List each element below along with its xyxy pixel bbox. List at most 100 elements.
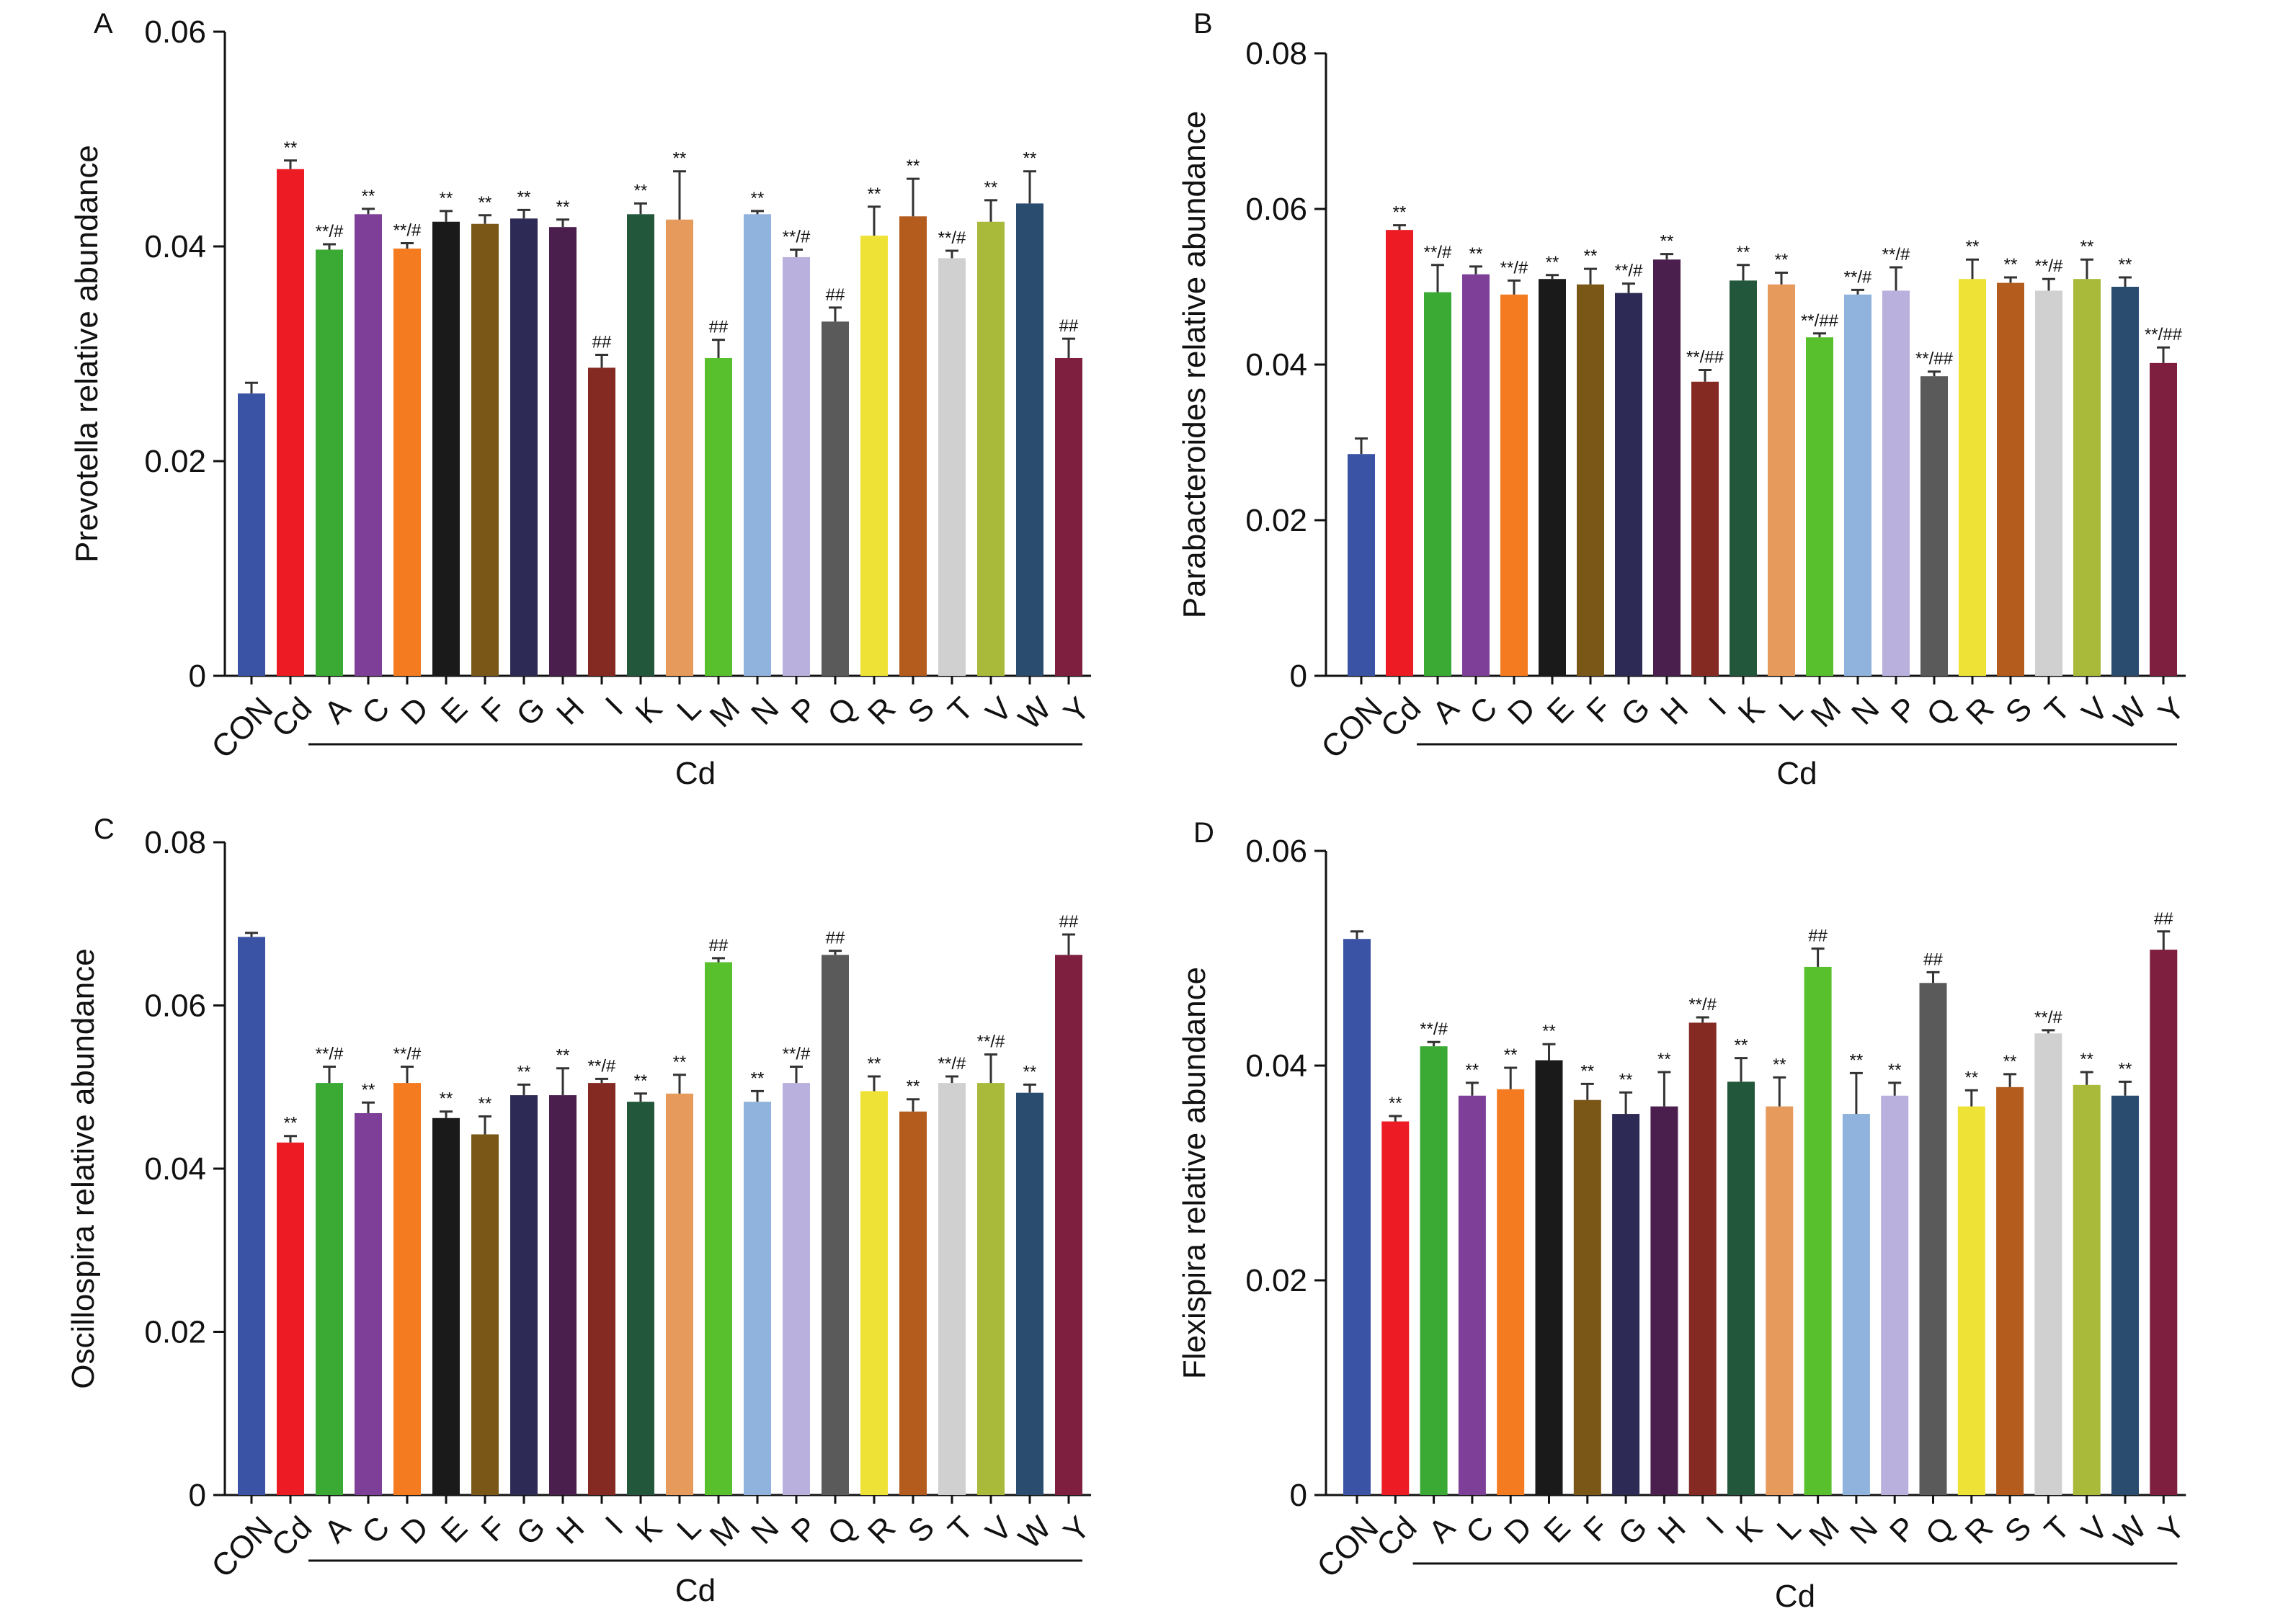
y-tick-label: 0.06 [144,14,206,50]
significance-label: ** [556,197,570,217]
x-tick-label: Q [1919,1509,1962,1552]
x-tick-label: Cd [265,690,319,744]
bar [2073,1084,2101,1495]
significance-label: ** [907,1077,920,1097]
x-tick-label: W [2107,1509,2153,1556]
bar [277,1142,304,1495]
bar [316,249,343,677]
significance-label: **/# [1844,267,1872,287]
y-tick-label: 0.06 [1245,192,1307,227]
bar [238,393,265,676]
significance-label: ** [517,1062,531,1081]
significance-label: ** [1735,1036,1748,1056]
significance-label: ** [1584,246,1598,266]
x-tick-label: C [1463,690,1504,731]
significance-label: ** [2080,237,2094,256]
bar [899,216,927,676]
bar [1920,376,1948,676]
x-tick-label: P [785,690,824,730]
x-tick-label: CON [205,1509,280,1584]
x-tick-label: Cd [1374,690,1428,744]
bar [1804,966,1832,1495]
significance-label: **/# [783,1044,811,1063]
x-tick-label: Q [1920,690,1962,733]
bar [2073,279,2101,676]
x-tick-label: I [1700,1509,1731,1540]
bar [1615,293,1642,676]
bar [510,218,538,676]
y-tick-label: 0.02 [144,1315,206,1350]
bar [1919,983,1947,1495]
bar [1653,259,1681,676]
significance-label: ** [868,1054,881,1074]
bar [1055,357,1082,676]
significance-label: ## [709,936,729,955]
significance-label: ** [1504,1045,1518,1065]
x-tick-label: Y [2152,1509,2191,1549]
bar [860,236,888,677]
bar [277,169,304,677]
bar [1612,1114,1640,1495]
x-tick-label: F [1577,1509,1616,1548]
x-tick-label: R [861,690,902,731]
y-tick-label: 0 [189,659,206,694]
x-tick-label: D [394,690,435,731]
x-tick-label: Y [1057,690,1097,730]
x-tick-label: N [744,690,785,731]
x-tick-label: A [318,1509,358,1550]
x-tick-label: CON [205,690,280,765]
bar [588,1083,615,1495]
x-axis-label: Cd [675,756,716,791]
x-tick-label: Q [821,1509,863,1552]
y-tick-label: 0.04 [144,1151,206,1187]
bar [393,248,421,677]
x-tick-label: N [1843,1509,1884,1551]
significance-label: ** [1393,203,1407,223]
bar [2111,1095,2139,1495]
x-tick-label: E [435,1509,474,1549]
bar [1996,1087,2024,1495]
bar [1462,274,1490,677]
x-tick-label: F [1580,690,1619,729]
bar [783,1083,810,1495]
chart-panel-d: D 0 0.02 0.04 0.06 Flexispira relative abunda… [1177,817,2191,1614]
significance-label: ** [2119,1059,2132,1079]
significance-label: ** [1657,1050,1671,1069]
significance-label: ** [1469,244,1483,264]
significance-label: **/# [393,221,422,241]
significance-label: ** [2003,1052,2017,1071]
significance-label: ** [1023,149,1037,169]
x-tick-label: Q [821,690,863,733]
significance-label: ** [1773,1055,1786,1074]
bar [899,1111,927,1495]
bar [627,214,654,676]
x-tick-label: H [550,1509,591,1551]
x-tick-label: G [1611,1509,1654,1552]
bar [1650,1106,1678,1495]
significance-label: **/## [2145,325,2183,344]
x-tick-label: P [1884,690,1924,730]
bar [1016,203,1043,676]
bar [316,1083,343,1495]
bar [549,1095,577,1495]
y-axis-label: Oscillospira relative abundance [66,948,101,1388]
significance-label: ** [907,156,920,176]
x-tick-label: H [1651,1509,1692,1551]
bar [1882,290,1910,676]
bar [1691,381,1719,676]
x-axis-label: Cd [1775,1579,1815,1614]
y-tick-label: 0.02 [144,444,206,479]
significance-label: ** [362,1080,375,1099]
significance-label: ** [440,189,453,208]
significance-label: ## [1808,927,1828,946]
bar [1386,230,1413,676]
significance-label: ** [479,193,492,213]
y-tick-label: 0.06 [1245,834,1307,869]
x-axis-label: Cd [1776,756,1817,791]
x-tick-label: D [1501,690,1542,731]
x-tick-label: E [435,690,474,730]
bar [1016,1092,1043,1495]
significance-label: **/# [1882,245,1910,264]
x-tick-label: S [902,1509,941,1549]
significance-label: ** [868,184,881,204]
